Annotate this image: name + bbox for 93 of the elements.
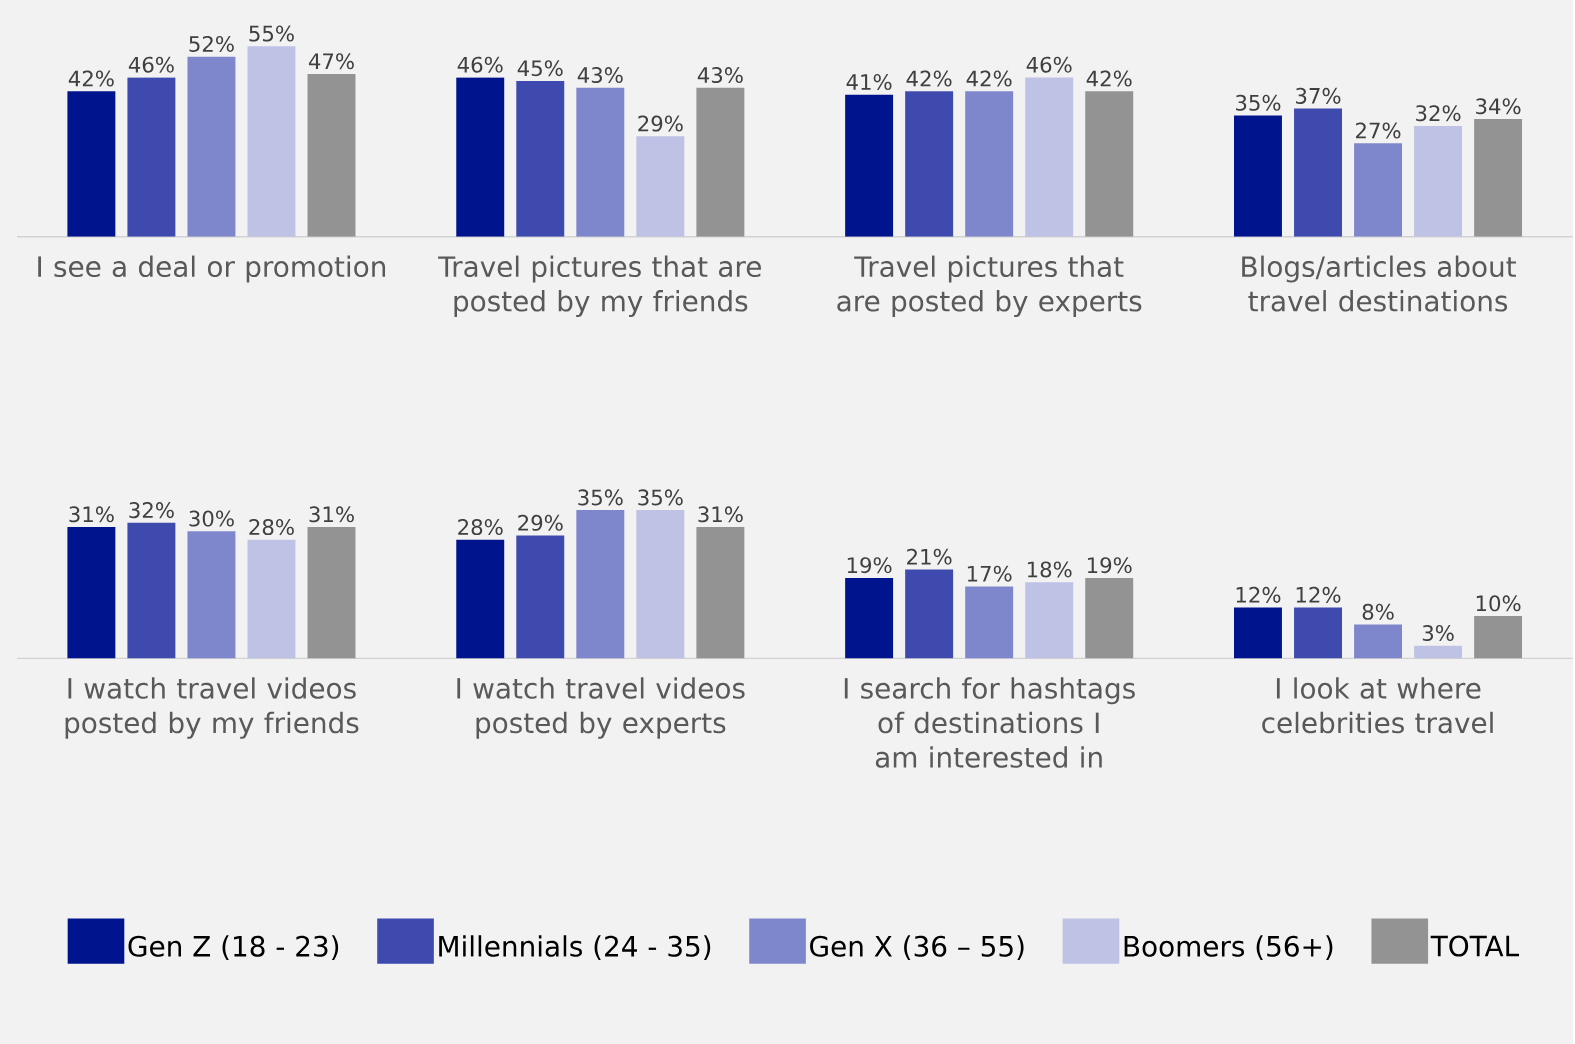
bar	[1294, 108, 1342, 237]
data-label: 35%	[638, 489, 683, 506]
bar	[456, 77, 505, 237]
data-label: 19%	[847, 557, 892, 574]
data-label: 35%	[1236, 94, 1281, 111]
bar	[905, 91, 954, 237]
data-label: 17%	[967, 565, 1012, 582]
bar	[307, 74, 356, 237]
bar	[845, 94, 894, 237]
bar	[1085, 91, 1134, 237]
bar	[1474, 119, 1523, 237]
data-label: 34%	[1476, 98, 1521, 115]
bar	[1354, 143, 1403, 237]
bar	[516, 535, 565, 659]
bar	[127, 77, 176, 237]
x-tick-label: I see a deal or promotion	[38, 255, 386, 283]
data-label: 12%	[1236, 586, 1281, 603]
bar	[1354, 624, 1403, 659]
data-label: 8%	[1362, 603, 1394, 620]
data-label: 41%	[846, 74, 892, 91]
bar	[187, 531, 236, 659]
data-label: 46%	[1026, 56, 1072, 73]
data-label: 10%	[1476, 595, 1521, 612]
data-label: 55%	[249, 25, 294, 42]
data-label: 21%	[907, 548, 952, 565]
data-label: 31%	[309, 506, 354, 523]
bar	[67, 91, 116, 237]
bar	[845, 577, 894, 659]
x-tick-label: I look at where celebrities travel	[1262, 677, 1493, 734]
bar	[636, 136, 685, 237]
bar	[576, 510, 625, 659]
x-tick-label: Blogs/articles about travel destinations	[1242, 255, 1516, 312]
bar	[1025, 582, 1074, 659]
bar	[127, 522, 176, 659]
bar	[576, 87, 625, 237]
bar	[1294, 607, 1342, 659]
data-label: 45%	[517, 60, 563, 77]
x-tick-label: Travel pictures that are posted by my friends	[438, 255, 761, 318]
data-label: 19%	[1087, 557, 1132, 574]
legend-label: Gen Z (18 - 23)	[128, 935, 339, 961]
data-label: 35%	[578, 489, 623, 506]
data-label: 43%	[697, 67, 743, 84]
legend-label: TOTAL	[1430, 935, 1520, 957]
data-label: 12%	[1296, 586, 1341, 603]
bar	[696, 87, 745, 237]
legend-label: Boomers (56+)	[1124, 935, 1333, 961]
data-label: 31%	[69, 506, 114, 523]
bar	[905, 569, 954, 659]
data-label: 28%	[249, 519, 294, 536]
data-label: 27%	[1356, 122, 1401, 139]
legend-label: Gen X (36 – 55)	[810, 935, 1024, 961]
data-label: 52%	[189, 35, 234, 52]
data-label: 42%	[906, 70, 952, 87]
data-label: 42%	[966, 70, 1012, 87]
bar	[307, 527, 356, 659]
data-label: 29%	[638, 115, 683, 132]
bar	[1234, 607, 1282, 659]
bar	[1025, 77, 1074, 237]
bar	[247, 539, 296, 659]
data-label: 42%	[1086, 70, 1132, 87]
bar	[67, 527, 116, 659]
data-label: 32%	[129, 502, 174, 519]
data-label: 37%	[1296, 87, 1341, 104]
bar	[965, 586, 1014, 659]
bar	[516, 80, 565, 237]
bar	[1085, 577, 1134, 659]
data-label: 28%	[458, 519, 503, 536]
bar	[1474, 616, 1523, 659]
data-label: 29%	[518, 514, 563, 531]
x-tick-label: I watch travel videos posted by experts	[457, 677, 745, 739]
bar	[636, 510, 685, 659]
data-label: 3%	[1422, 625, 1454, 642]
x-tick-label: I watch travel videos posted by my friends	[65, 677, 359, 739]
data-label: 42%	[68, 70, 114, 87]
data-label: 31%	[698, 506, 743, 523]
data-label: 32%	[1416, 105, 1461, 122]
legend-label: Millennials (24 - 35)	[439, 935, 711, 961]
data-label: 43%	[577, 67, 623, 84]
bar	[187, 56, 236, 237]
bar	[1414, 125, 1463, 237]
x-tick-label: Travel pictures that are posted by experts	[837, 255, 1142, 318]
data-label: 47%	[308, 53, 354, 70]
bar	[1414, 645, 1463, 659]
data-label: 46%	[128, 56, 174, 73]
bar	[247, 46, 296, 237]
bar	[696, 527, 745, 659]
data-label: 46%	[457, 56, 503, 73]
bar	[1234, 115, 1282, 237]
data-label: 30%	[189, 510, 234, 527]
bar	[456, 539, 505, 659]
bar	[965, 91, 1014, 237]
data-label: 18%	[1027, 561, 1072, 578]
x-tick-label: I search for hashtags of destinations I am interested in	[844, 677, 1135, 768]
